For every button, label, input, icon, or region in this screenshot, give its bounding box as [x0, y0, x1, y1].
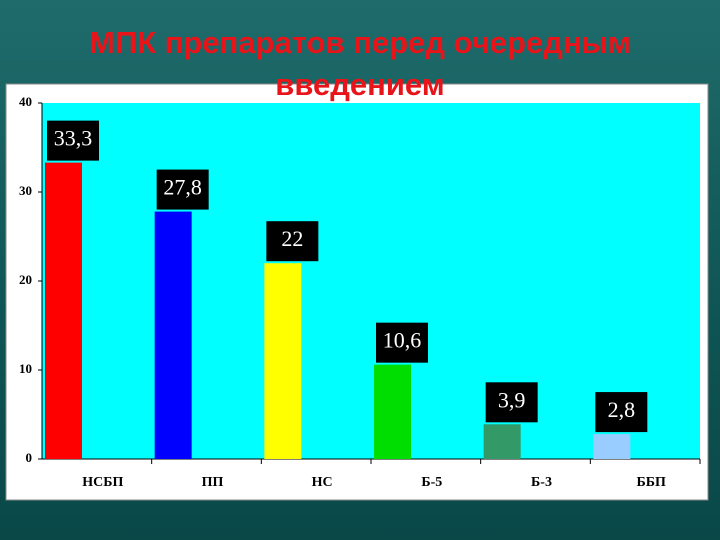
- value-label-box: [266, 221, 319, 262]
- value-label: 10,6: [383, 328, 422, 353]
- y-tick-label: 10: [19, 361, 32, 376]
- bar: [483, 424, 521, 459]
- x-tick-label: Б-5: [421, 475, 442, 490]
- chart-title: МПК препаратов перед очередным введением: [89, 25, 631, 102]
- value-label: 33,3: [54, 126, 93, 151]
- bar: [593, 434, 631, 459]
- bar: [45, 162, 82, 459]
- bar: [264, 263, 302, 459]
- value-label: 2,8: [608, 397, 636, 422]
- value-label-box: [156, 169, 209, 210]
- value-label-box: [376, 322, 428, 363]
- value-label-box: [47, 120, 99, 161]
- value-label: 22: [281, 226, 303, 251]
- value-label-box: [485, 382, 538, 423]
- x-tick-label: Б-3: [531, 475, 552, 490]
- value-label: 3,9: [498, 387, 526, 412]
- x-tick-label: ПП: [202, 475, 224, 490]
- x-tick-label: НСБП: [82, 475, 123, 490]
- bar: [154, 211, 192, 459]
- y-tick-label: 40: [19, 94, 32, 109]
- plot-area: [42, 103, 700, 459]
- x-tick-label: ББП: [636, 475, 666, 490]
- value-label: 27,8: [163, 175, 202, 200]
- y-tick-label: 0: [26, 450, 33, 465]
- value-label-box: [595, 392, 648, 433]
- y-tick-label: 20: [19, 272, 32, 287]
- bar: [374, 364, 411, 459]
- y-tick-label: 30: [19, 183, 32, 198]
- x-tick-label: НС: [312, 475, 333, 490]
